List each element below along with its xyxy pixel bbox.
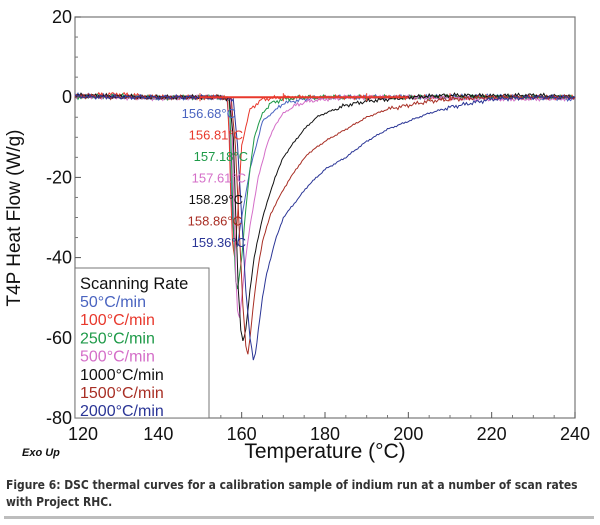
x-tick-label-4: 200	[393, 424, 423, 444]
x-tick-label-0: 120	[68, 424, 98, 444]
exo-up-note: Exo Up	[22, 447, 60, 459]
legend-entry-0: 50°C/min	[80, 294, 146, 311]
y-tick-label-5: -80	[46, 408, 72, 428]
legend-entry-6: 2000°C/min	[80, 403, 164, 420]
legend-entry-1: 100°C/min	[80, 312, 155, 329]
y-tick-label-3: -40	[46, 248, 72, 268]
onset-label-5: 158.86°C	[188, 214, 242, 229]
y-axis-label: T4P Heat Flow (W/g)	[4, 129, 25, 306]
legend-title: Scanning Rate	[80, 275, 188, 293]
onset-labels: 156.68°C 156.81°C 157.18°C 157.61°C 158.29°C…	[182, 106, 248, 250]
y-tick-label-4: -60	[46, 328, 72, 348]
series-line-1	[74, 91, 576, 257]
x-tick-label-3: 180	[310, 424, 340, 444]
legend-entry-4: 1000°C/min	[80, 367, 164, 384]
y-tick-label-0: 20	[52, 7, 72, 27]
x-tick-label-5: 220	[477, 424, 507, 444]
onset-label-0: 156.68°C	[182, 106, 236, 121]
onset-label-6: 159.36°C	[192, 235, 246, 250]
y-tick-label-1: 0	[62, 87, 72, 107]
figure-caption: Figure 6: DSC thermal curves for a calib…	[6, 477, 578, 509]
onset-label-1: 156.81°C	[189, 128, 243, 143]
legend-entry-5: 1500°C/min	[80, 385, 164, 402]
caption-divider	[4, 516, 594, 519]
series-line-2	[74, 92, 576, 290]
legend-entry-3: 500°C/min	[80, 349, 155, 366]
onset-label-4: 158.29°C	[189, 192, 243, 207]
x-tick-label-6: 240	[560, 424, 590, 444]
onset-label-2: 157.18°C	[194, 149, 248, 164]
y-tick-label-2: -20	[46, 167, 72, 187]
x-tick-label-1: 140	[143, 424, 173, 444]
series-group	[74, 91, 576, 361]
x-tick-label-2: 160	[227, 424, 257, 444]
onset-label-3: 157.61°C	[192, 171, 246, 186]
legend-entry-2: 250°C/min	[80, 330, 155, 347]
series-line-6	[74, 93, 576, 361]
x-axis-label: Temperature (°C)	[244, 440, 405, 463]
dsc-chart: 156.68°C 156.81°C 157.18°C 157.61°C 158.29°C…	[4, 7, 590, 463]
legend-box	[74, 267, 210, 419]
